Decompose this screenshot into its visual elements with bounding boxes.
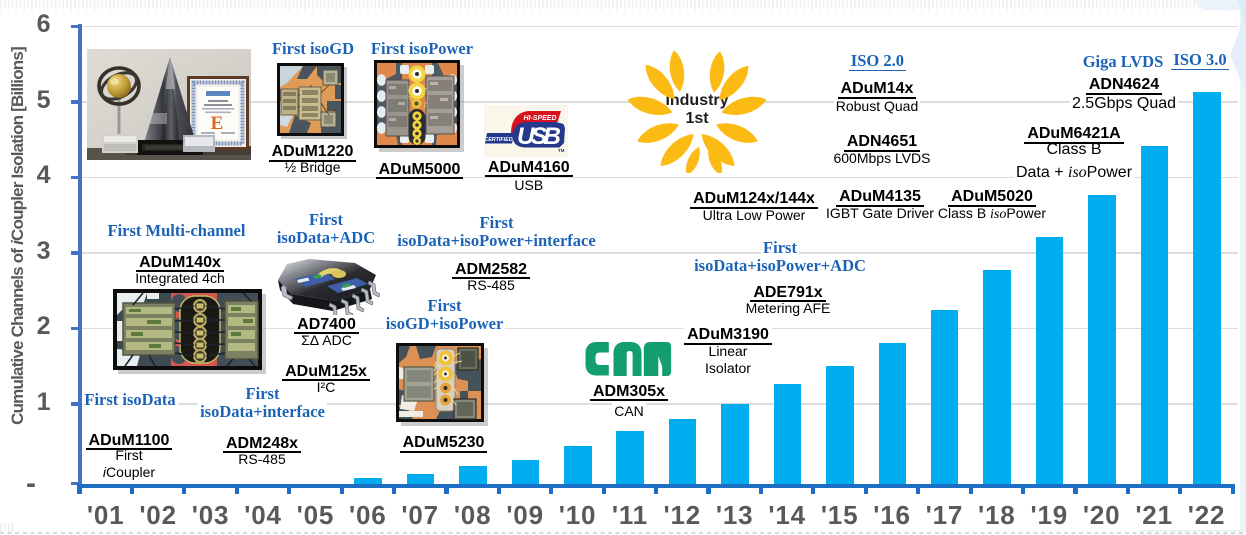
svg-text:TM: TM (558, 148, 565, 153)
svg-text:CERTIFIED: CERTIFIED (484, 137, 512, 143)
svg-text:HI-SPEED: HI-SPEED (523, 115, 556, 122)
svg-text:E: E (211, 113, 224, 134)
svg-text:USB: USB (517, 123, 561, 150)
